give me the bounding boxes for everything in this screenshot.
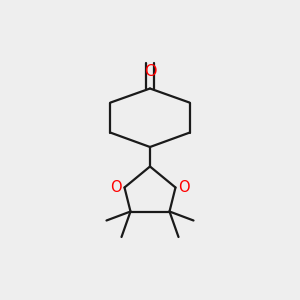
Text: O: O [144, 64, 156, 80]
Text: O: O [178, 180, 190, 195]
Text: O: O [110, 180, 122, 195]
